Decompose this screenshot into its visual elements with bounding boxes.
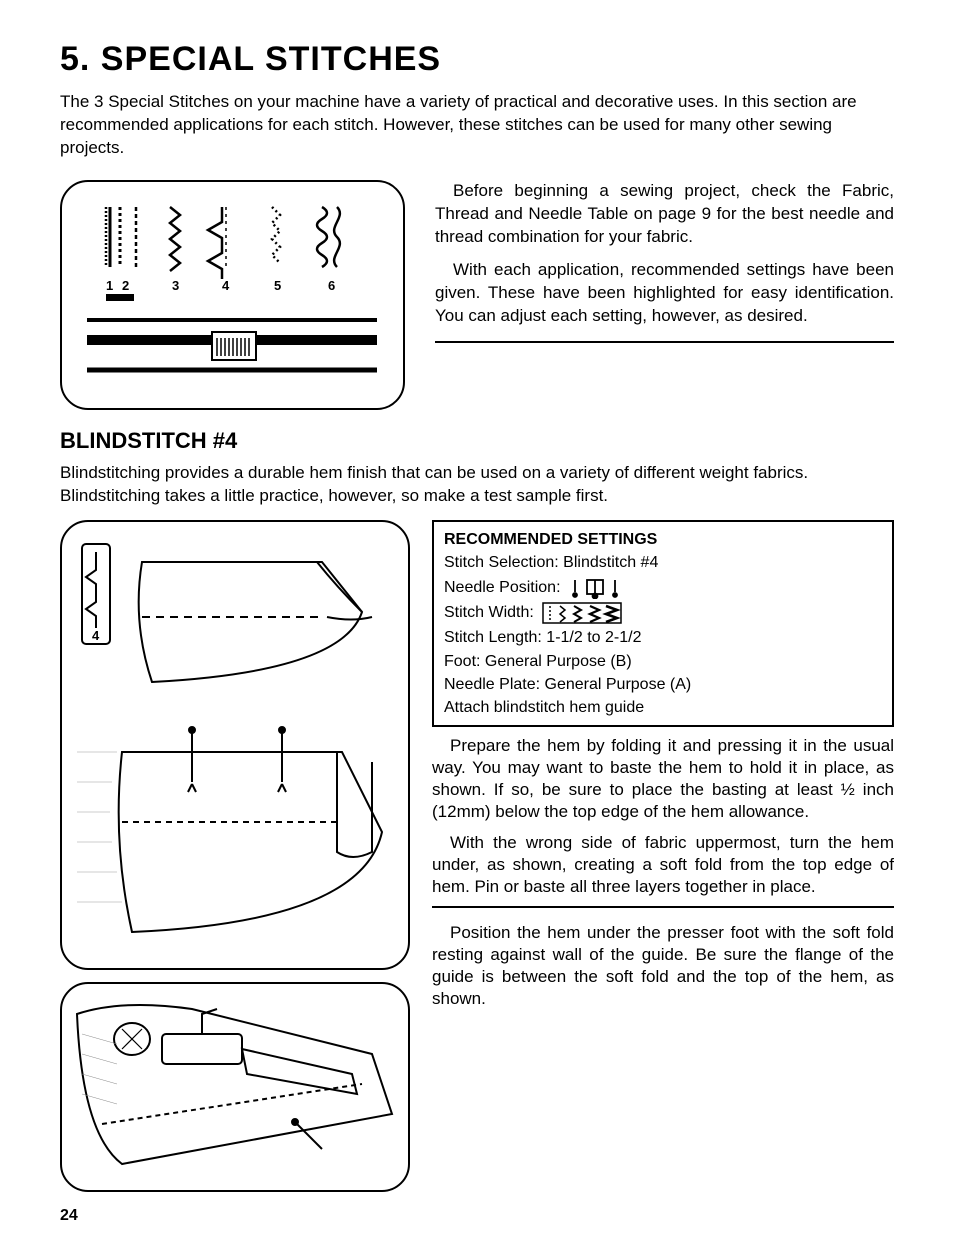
hem-fold-diagram: 4: [60, 520, 410, 970]
settings-needle-position-row: Needle Position:: [444, 576, 882, 599]
svg-text:4: 4: [92, 628, 100, 643]
settings-foot: Foot: General Purpose (B): [444, 650, 882, 673]
svg-text:2: 2: [122, 278, 129, 293]
presser-foot-diagram: [60, 982, 410, 1192]
svg-text:6: 6: [328, 278, 335, 293]
svg-text:1: 1: [106, 278, 113, 293]
settings-attach: Attach blindstitch hem guide: [444, 696, 882, 719]
settings-title: RECOMMENDED SETTINGS: [444, 528, 882, 551]
presser-foot-svg: [62, 984, 407, 1189]
svg-text:5: 5: [274, 278, 281, 293]
stitch-selector-svg: 1 2 3 4 5 6: [62, 182, 402, 407]
row-stitch-panel: 1 2 3 4 5 6: [60, 180, 894, 410]
settings-stitch-selection: Stitch Selection: Blindstitch #4: [444, 551, 882, 574]
svg-text:4: 4: [222, 278, 230, 293]
intro-right-p2: With each application, recommended setti…: [435, 259, 894, 328]
settings-needle-plate: Needle Plate: General Purpose (A): [444, 673, 882, 696]
needle-position-icon: [569, 577, 627, 599]
intro-paragraph: The 3 Special Stitches on your machine h…: [60, 91, 894, 160]
divider-2: [432, 906, 894, 908]
blindstitch-intro: Blindstitching provides a durable hem fi…: [60, 462, 894, 508]
svg-text:3: 3: [172, 278, 179, 293]
recommended-settings-box: RECOMMENDED SETTINGS Stitch Selection: B…: [432, 520, 894, 728]
settings-needle-position-label: Needle Position:: [444, 576, 561, 599]
intro-right-p1: Before beginning a sewing project, check…: [435, 180, 894, 249]
settings-stitch-width-label: Stitch Width:: [444, 601, 534, 624]
left-diagram-column: 4: [60, 520, 410, 1192]
blindstitch-right-column: RECOMMENDED SETTINGS Stitch Selection: B…: [432, 520, 894, 1192]
divider-1: [435, 341, 894, 343]
settings-stitch-length: Stitch Length: 1-1/2 to 2-1/2: [444, 626, 882, 649]
hem-fold-svg: 4: [62, 522, 407, 967]
stitch-width-icon: [542, 602, 622, 624]
blindstitch-heading: BLINDSTITCH #4: [60, 428, 894, 454]
stitch-selector-diagram: 1 2 3 4 5 6: [60, 180, 405, 410]
settings-stitch-width-row: Stitch Width:: [444, 601, 882, 624]
blindstitch-p3: Position the hem under the presser foot …: [432, 922, 894, 1010]
page-title: 5. SPECIAL STITCHES: [60, 40, 894, 79]
blindstitch-p1: Prepare the hem by folding it and pressi…: [432, 735, 894, 823]
page-number: 24: [60, 1207, 78, 1225]
blindstitch-row: 4: [60, 520, 894, 1192]
blindstitch-p2: With the wrong side of fabric uppermost,…: [432, 832, 894, 898]
intro-right-column: Before beginning a sewing project, check…: [435, 180, 894, 410]
